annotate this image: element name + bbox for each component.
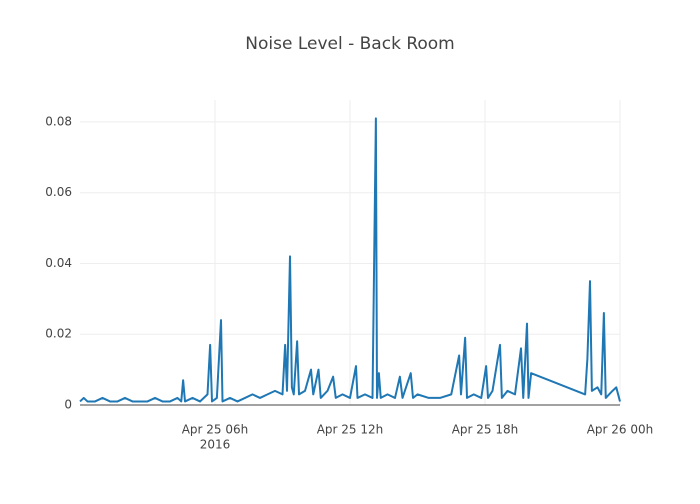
y-tick-label: 0.08 — [45, 114, 72, 128]
x-tick-label: Apr 25 12h — [317, 423, 384, 437]
x-tick-label: Apr 26 00h — [587, 423, 654, 437]
y-tick-label: 0.02 — [45, 327, 72, 341]
x-tick-label: Apr 25 18h — [452, 423, 519, 437]
y-tick-label: 0 — [64, 398, 72, 412]
x-tick-sublabel: 2016 — [200, 438, 231, 452]
line-series — [79, 117, 621, 403]
y-tick-label: 0.04 — [45, 256, 72, 270]
y-tick-label: 0.06 — [45, 185, 72, 199]
x-tick-label: Apr 25 06h — [182, 423, 249, 437]
chart-title: Noise Level - Back Room — [245, 34, 454, 54]
